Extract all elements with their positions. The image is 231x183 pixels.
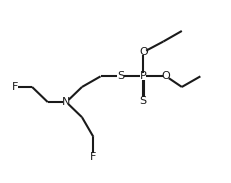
Text: O: O [162, 71, 170, 81]
Text: O: O [139, 47, 148, 57]
Text: S: S [117, 71, 124, 81]
Text: S: S [140, 96, 147, 106]
Text: F: F [90, 152, 97, 162]
Text: P: P [140, 71, 147, 81]
Text: F: F [12, 82, 18, 92]
Text: N: N [62, 97, 70, 107]
